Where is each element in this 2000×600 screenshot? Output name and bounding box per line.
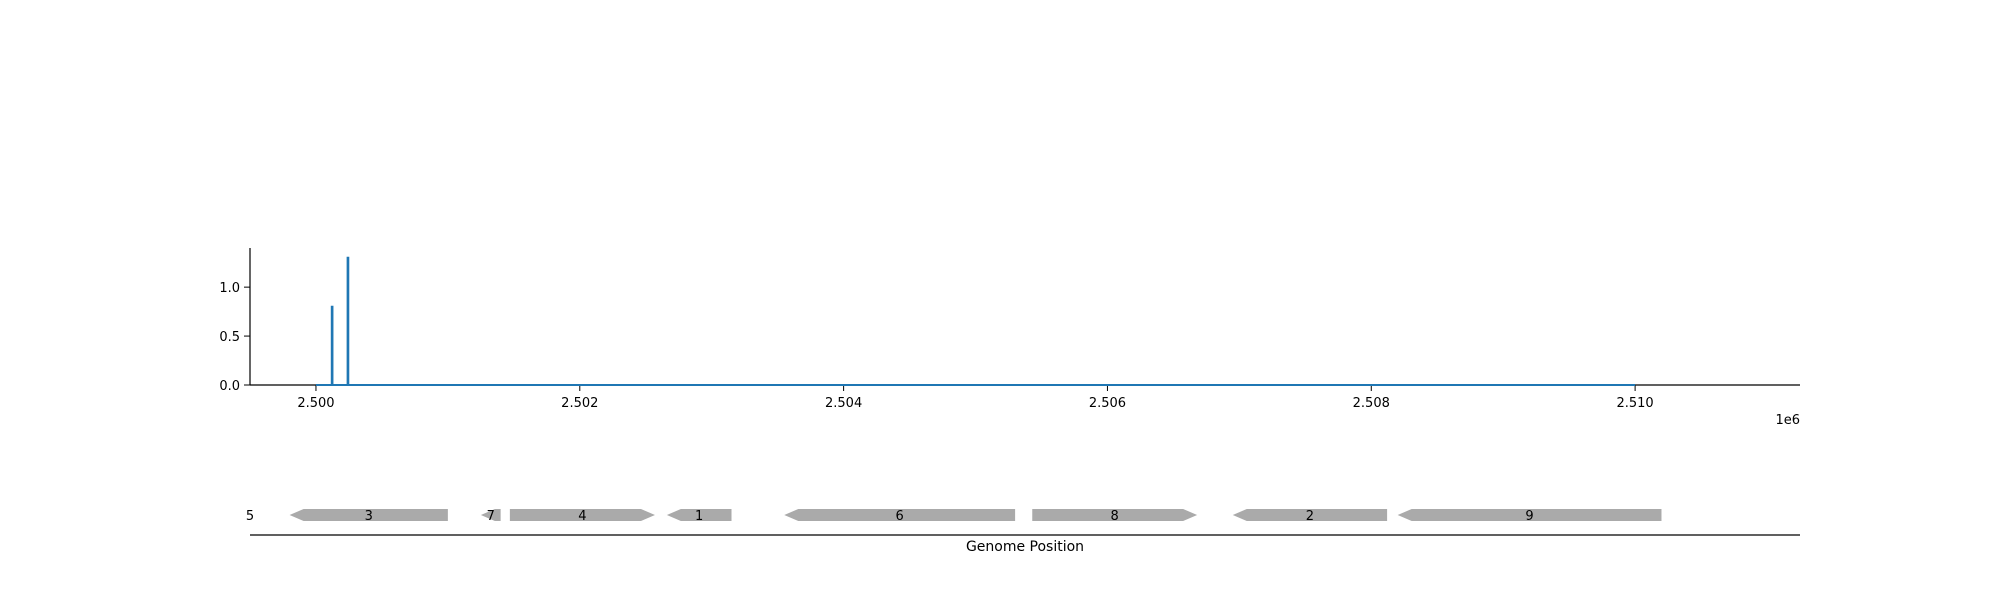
x-tick-label: 2.504 [825, 396, 862, 411]
x-ticks: 2.500 2.502 2.504 2.506 2.508 2.510 [297, 385, 1654, 411]
gene-label: 5 [246, 509, 254, 524]
gene-arrow [1397, 509, 1662, 521]
gene-label: 2 [1306, 509, 1314, 524]
y-tick-label: 0.5 [219, 330, 240, 345]
gene-label: 9 [1525, 509, 1533, 524]
gene-arrow [784, 509, 1016, 521]
y-ticks: 0.0 0.5 1.0 [219, 281, 250, 394]
gene-label: 6 [896, 509, 904, 524]
y-tick-label: 0.0 [219, 379, 240, 394]
gene-label: 3 [365, 509, 373, 524]
genes-group: 5 3 7 4 1 6 8 2 9 [246, 509, 1662, 524]
x-tick-label: 2.500 [297, 396, 334, 411]
gene-arrow [1232, 509, 1388, 521]
x-tick-label: 2.506 [1089, 396, 1126, 411]
gene-arrow [1032, 509, 1198, 521]
gene-arrow [289, 509, 448, 521]
series-group [315, 256, 1636, 386]
x-offset-label: 1e6 [1775, 413, 1800, 428]
x-axis-label: Genome Position [966, 539, 1084, 555]
coverage-line [315, 256, 1636, 386]
gene-arrow [480, 509, 501, 521]
gene-arrow [666, 509, 732, 521]
coverage-plot: 0.0 0.5 1.0 2.500 2.502 2.504 2.506 2.508 2.510… [219, 248, 1800, 428]
gene-label: 8 [1111, 509, 1119, 524]
gene-track: 5 3 7 4 1 6 8 2 9 Genome Position [246, 509, 1800, 555]
y-tick-label: 1.0 [219, 281, 240, 296]
x-tick-label: 2.508 [1353, 396, 1390, 411]
gene-label: 1 [695, 509, 703, 524]
gene-label: 7 [487, 509, 495, 524]
x-tick-label: 2.510 [1616, 396, 1653, 411]
gene-label: 4 [578, 509, 586, 524]
x-tick-label: 2.502 [561, 396, 598, 411]
gene-arrow [509, 509, 655, 521]
